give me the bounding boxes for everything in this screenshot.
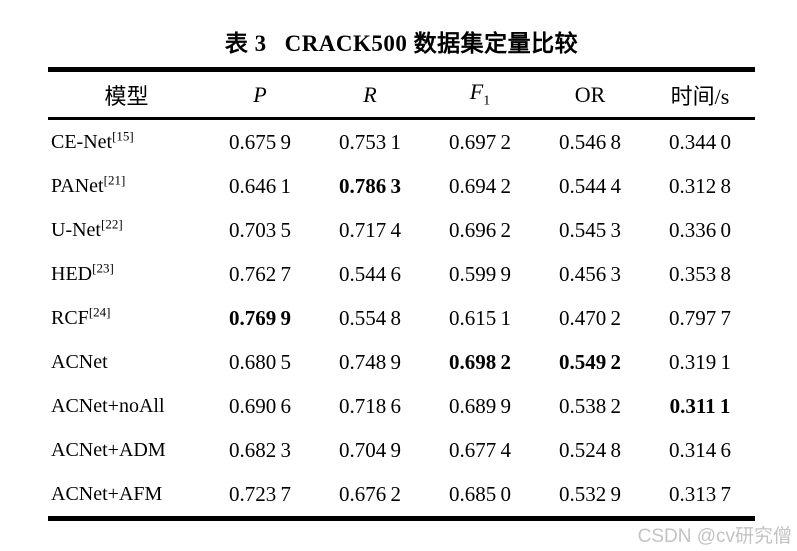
metric-value: 0.344 0 — [669, 129, 731, 154]
metric-value: 0.319 1 — [669, 349, 731, 374]
column-header-R: R — [315, 69, 425, 120]
table-row: ACNet+noAll 0.690 6 0.718 6 0.689 9 0.538 2 0… — [48, 384, 755, 428]
metric-value: 0.677 4 — [449, 437, 511, 462]
results-table: 模型 P R F1 OR 时间/s CE-Net[15] 0.675 9 0.753 1 0.6… — [48, 67, 755, 521]
citation-ref: [15] — [112, 127, 134, 143]
metric-value: 0.703 5 — [229, 217, 291, 242]
table-row: U-Net[22] 0.703 5 0.717 4 0.696 2 0.545 3 0.3… — [48, 208, 755, 252]
metric-value: 0.599 9 — [449, 261, 511, 286]
metric-value: 0.704 9 — [339, 437, 401, 462]
metric-value: 0.717 4 — [339, 217, 401, 242]
metric-value: 0.682 3 — [229, 437, 291, 462]
model-name: ACNet+ADM — [51, 438, 166, 461]
citation-ref: [23] — [92, 259, 114, 275]
metric-value: 0.718 6 — [339, 393, 401, 418]
header-subscript: 1 — [483, 93, 491, 109]
metric-value: 0.470 2 — [559, 305, 621, 330]
table-caption-title: CRACK500 数据集定量比较 — [284, 31, 579, 56]
citation-ref: [21] — [103, 171, 126, 187]
metric-value: 0.524 8 — [559, 437, 621, 462]
header-row: 模型 P R F1 OR 时间/s — [48, 69, 755, 120]
metric-value: 0.546 8 — [559, 129, 621, 154]
metric-value: 0.762 7 — [229, 261, 291, 286]
model-name: HED[23] — [51, 259, 114, 285]
metric-value: 0.675 9 — [229, 129, 291, 154]
metric-value: 0.336 0 — [669, 217, 731, 242]
metric-value: 0.769 9 — [229, 305, 291, 330]
column-header-P: P — [205, 69, 315, 120]
metric-value: 0.698 2 — [449, 349, 511, 374]
metric-value: 0.748 9 — [339, 349, 401, 374]
column-header-F1: F1 — [425, 69, 535, 120]
table-body: CE-Net[15] 0.675 9 0.753 1 0.697 2 0.546 8 0.… — [48, 119, 755, 519]
metric-value: 0.615 1 — [449, 305, 511, 330]
metric-value: 0.314 6 — [669, 437, 731, 462]
model-name: PANet[21] — [51, 171, 126, 197]
metric-value: 0.676 2 — [339, 481, 401, 506]
column-header-model: 模型 — [48, 69, 205, 120]
metric-value: 0.549 2 — [559, 349, 621, 374]
metric-value: 0.690 6 — [229, 393, 291, 418]
csdn-watermark: CSDN @cv研究僧 — [637, 526, 792, 547]
table-row: RCF[24] 0.769 9 0.554 8 0.615 1 0.470 2 0.797… — [48, 296, 755, 340]
metric-value: 0.723 7 — [229, 481, 291, 506]
model-name: U-Net[22] — [51, 215, 123, 241]
metric-value: 0.694 2 — [449, 173, 511, 198]
metric-value: 0.797 7 — [669, 305, 731, 330]
table-caption-number: 表 3 — [224, 31, 267, 56]
metric-value: 0.554 8 — [339, 305, 401, 330]
table-row: CE-Net[15] 0.675 9 0.753 1 0.697 2 0.546 8 0.… — [48, 119, 755, 165]
metric-value: 0.696 2 — [449, 217, 511, 242]
metric-value: 0.544 6 — [339, 261, 401, 286]
metric-value: 0.313 7 — [669, 481, 731, 506]
metric-value: 0.311 1 — [669, 393, 731, 418]
metric-value: 0.689 9 — [449, 393, 511, 418]
model-name: ACNet+AFM — [51, 482, 163, 505]
metric-value: 0.646 1 — [229, 173, 291, 198]
citation-ref: [22] — [100, 215, 123, 231]
metric-value: 0.353 8 — [669, 261, 731, 286]
metric-value: 0.753 1 — [339, 129, 401, 154]
table-row: HED[23] 0.762 7 0.544 6 0.599 9 0.456 3 0.353… — [48, 252, 755, 296]
metric-value: 0.685 0 — [449, 481, 511, 506]
model-name: CE-Net[15] — [51, 127, 134, 153]
metric-value: 0.456 3 — [559, 261, 621, 286]
table-row: ACNet 0.680 5 0.748 9 0.698 2 0.549 2 0.319 1 — [48, 340, 755, 384]
metric-value: 0.545 3 — [559, 217, 621, 242]
citation-ref: [24] — [88, 303, 111, 319]
metric-value: 0.538 2 — [559, 393, 621, 418]
metric-value: 0.680 5 — [229, 349, 291, 374]
metric-value: 0.544 4 — [559, 173, 621, 198]
table-row: ACNet+ADM 0.682 3 0.704 9 0.677 4 0.524 8 0.3… — [48, 428, 755, 472]
metric-value: 0.697 2 — [449, 129, 511, 154]
metric-value: 0.532 9 — [559, 481, 621, 506]
table-row: ACNet+AFM 0.723 7 0.676 2 0.685 0 0.532 9 0.3… — [48, 472, 755, 519]
metric-value: 0.312 8 — [669, 173, 731, 198]
column-header-time: 时间/s — [645, 69, 755, 120]
model-name: RCF[24] — [51, 303, 111, 329]
model-name: ACNet+noAll — [51, 394, 165, 417]
model-name: ACNet — [51, 350, 108, 373]
table-row: PANet[21] 0.646 1 0.786 3 0.694 2 0.544 4 0.3… — [48, 164, 755, 208]
column-header-OR: OR — [535, 69, 645, 120]
table-caption: 表 3 CRACK500 数据集定量比较 — [48, 24, 755, 58]
metric-value: 0.786 3 — [339, 173, 401, 198]
